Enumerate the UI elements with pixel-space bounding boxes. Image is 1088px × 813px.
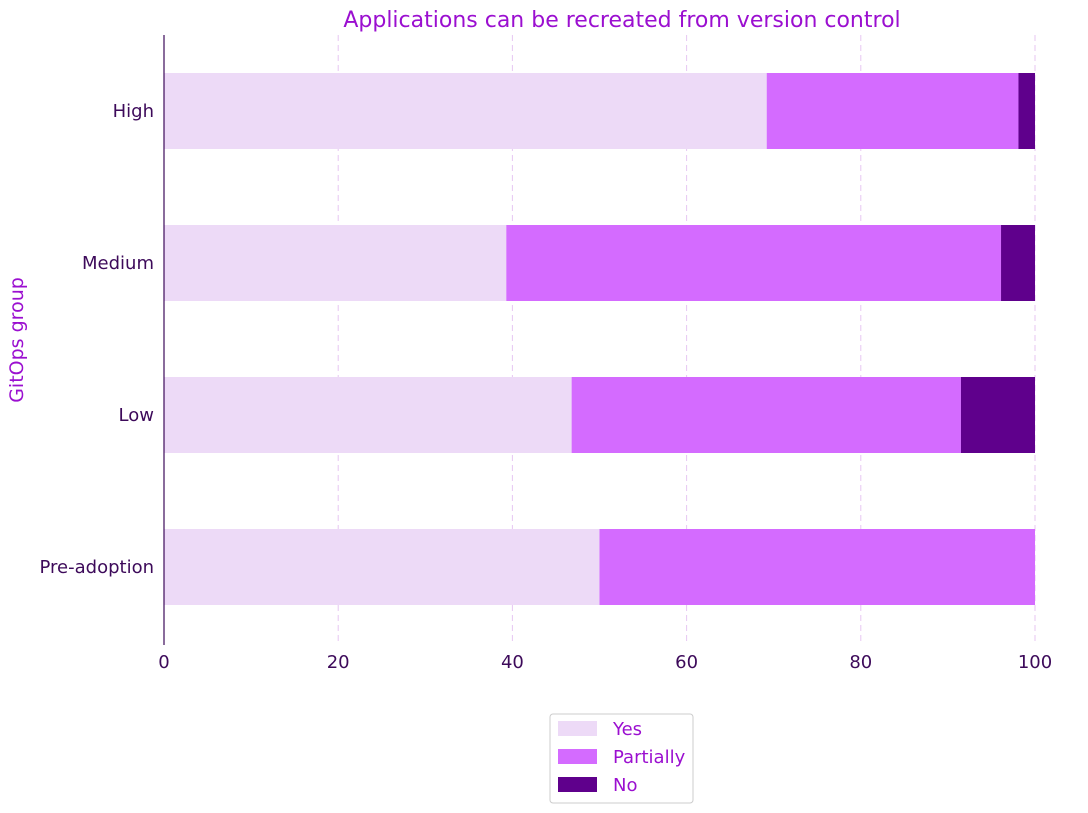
x-tick-label: 0 (158, 652, 169, 673)
legend-label-yes: Yes (612, 719, 642, 740)
legend-swatch-yes (558, 721, 597, 736)
y-tick-label: Low (119, 405, 154, 426)
bar-yes (164, 225, 507, 301)
y-axis-label: GitOps group (6, 277, 28, 403)
legend-swatch-no (558, 777, 597, 792)
bar-partially (571, 377, 961, 453)
bars-layer (164, 73, 1035, 605)
y-tick-label: High (113, 101, 154, 122)
chart-title: Applications can be recreated from versi… (343, 8, 900, 33)
x-tick-label: 100 (1018, 652, 1052, 673)
legend-label-partially: Partially (613, 747, 686, 768)
bar-yes (164, 377, 572, 453)
y-tick-label: Pre-adoption (40, 557, 155, 578)
x-tick-label: 80 (849, 652, 872, 673)
bar-no (1001, 225, 1035, 301)
legend-swatch-partially (558, 749, 597, 764)
x-tick-label: 60 (675, 652, 698, 673)
bar-partially (599, 529, 1035, 605)
x-tick-label: 40 (501, 652, 524, 673)
legend-label-no: No (613, 775, 637, 796)
bar-partially (766, 73, 1019, 149)
x-tick-label: 20 (327, 652, 350, 673)
y-tick-label: Medium (82, 253, 154, 274)
bar-yes (164, 73, 767, 149)
bar-partially (506, 225, 1002, 301)
bar-no (960, 377, 1035, 453)
bar-yes (164, 529, 600, 605)
legend: Yes Partially No (549, 713, 694, 804)
ticks-layer: 0 20 40 60 80 100 High Medium Low Pre-adoption (40, 101, 1053, 673)
bar-no (1018, 73, 1035, 149)
